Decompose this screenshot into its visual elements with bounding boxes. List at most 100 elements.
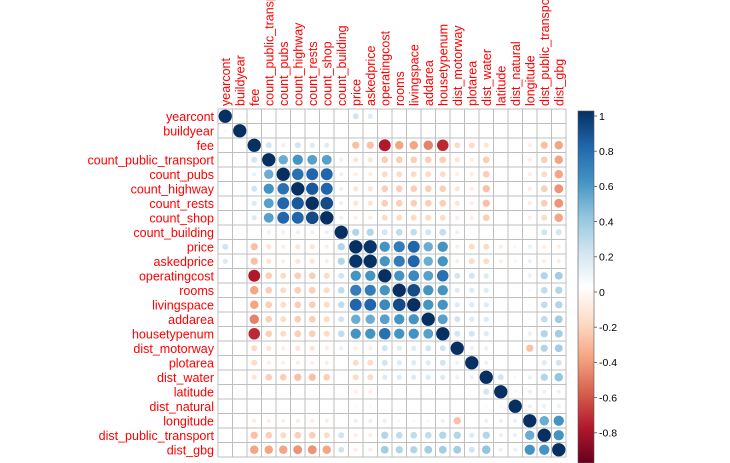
corr-circle [264, 445, 273, 454]
corr-circle [295, 345, 301, 351]
corr-circle [366, 141, 374, 149]
corr-circle [423, 270, 434, 281]
corr-circle [367, 157, 373, 163]
corr-circle [308, 373, 316, 381]
corr-circle [351, 314, 361, 324]
corr-circle [279, 373, 287, 381]
corr-circle [513, 433, 518, 438]
corr-circle [469, 215, 474, 220]
corr-circle [407, 240, 420, 253]
corr-circle [339, 172, 344, 177]
row-label: dist_water [157, 371, 214, 385]
corr-circle [305, 211, 319, 225]
corr-circle [525, 430, 535, 440]
corr-circle [365, 270, 376, 281]
row-label: fee [197, 139, 214, 153]
corr-circle [497, 374, 504, 381]
corr-circle [540, 330, 548, 338]
corr-circle [554, 373, 563, 382]
color-legend: 10.80.60.40.20-0.2-0.4-0.6-0.8-1 [577, 110, 617, 463]
column-label: operatingcost [378, 30, 392, 106]
corr-circle [542, 404, 547, 409]
corr-circle [407, 283, 421, 297]
corr-circle [291, 197, 304, 210]
corr-circle [265, 286, 273, 294]
corr-circle [252, 172, 257, 177]
corr-circle [424, 199, 432, 207]
corr-circle [378, 269, 392, 283]
correlation-circles [218, 109, 566, 457]
corr-circle [353, 215, 358, 220]
corr-circle [454, 330, 461, 337]
corr-circle [527, 157, 532, 162]
corr-circle [278, 155, 288, 165]
corr-circle [484, 404, 488, 408]
corr-circle [479, 370, 493, 384]
corr-circle [266, 244, 272, 250]
corr-circle [252, 418, 257, 423]
corr-circle [554, 184, 564, 194]
corr-circle [424, 431, 432, 439]
corr-circle [280, 316, 287, 323]
corr-circle [353, 157, 359, 163]
corr-circle [222, 258, 228, 264]
row-label: buildyear [163, 124, 214, 138]
corr-circle [455, 360, 460, 365]
row-label: price [187, 240, 214, 254]
corr-circle [265, 373, 273, 381]
corr-circle [437, 256, 448, 267]
corr-circle [469, 302, 475, 308]
corr-circle [309, 244, 315, 250]
corr-circle [352, 228, 360, 236]
corr-circle [294, 301, 302, 309]
corr-circle [381, 156, 389, 164]
corr-circle [250, 243, 258, 251]
corr-circle [250, 445, 259, 454]
corr-circle [308, 315, 316, 323]
corr-circle [263, 198, 274, 209]
corr-circle [295, 258, 301, 264]
corr-circle [294, 373, 302, 381]
corr-circle [338, 316, 345, 323]
corr-circle [218, 109, 232, 123]
corr-circle [309, 142, 315, 148]
corr-circle [363, 240, 377, 254]
row-label: housetypenum [132, 327, 214, 341]
corr-circle [410, 431, 418, 439]
corr-circle [323, 432, 330, 439]
colorbar-tick-label: 0.4 [599, 216, 614, 228]
corr-circle [539, 416, 549, 426]
corr-circle [469, 375, 474, 380]
corr-circle [294, 431, 302, 439]
corr-circle [266, 360, 271, 365]
corr-circle [366, 228, 374, 236]
corr-circle [425, 374, 431, 380]
corr-circle [324, 418, 329, 423]
corr-circle [542, 244, 547, 249]
corr-circle [469, 432, 475, 438]
corr-circle [437, 299, 448, 310]
corr-circle [465, 356, 479, 370]
corr-circle [454, 186, 460, 192]
corr-circle [280, 330, 287, 337]
row-label: latitude [174, 385, 214, 399]
corr-circle [337, 301, 345, 309]
corr-circle [439, 359, 446, 366]
corr-circle [277, 197, 290, 210]
corr-circle [513, 390, 517, 394]
corr-circle [454, 142, 461, 149]
corr-circle [250, 431, 258, 439]
column-label: dist_gbg [552, 59, 566, 106]
corr-circle [338, 272, 345, 279]
corr-circle [323, 316, 330, 323]
colorbar-tick-label: -0.2 [599, 322, 617, 334]
corr-circle [468, 258, 475, 265]
corr-circle [554, 344, 563, 353]
corr-circle [527, 172, 532, 177]
corr-circle [281, 230, 286, 235]
corr-circle [396, 345, 402, 351]
corr-circle [455, 259, 460, 264]
colorbar-tick-label: 0.2 [599, 252, 614, 264]
corr-circle [483, 273, 489, 279]
corr-circle [248, 269, 261, 282]
